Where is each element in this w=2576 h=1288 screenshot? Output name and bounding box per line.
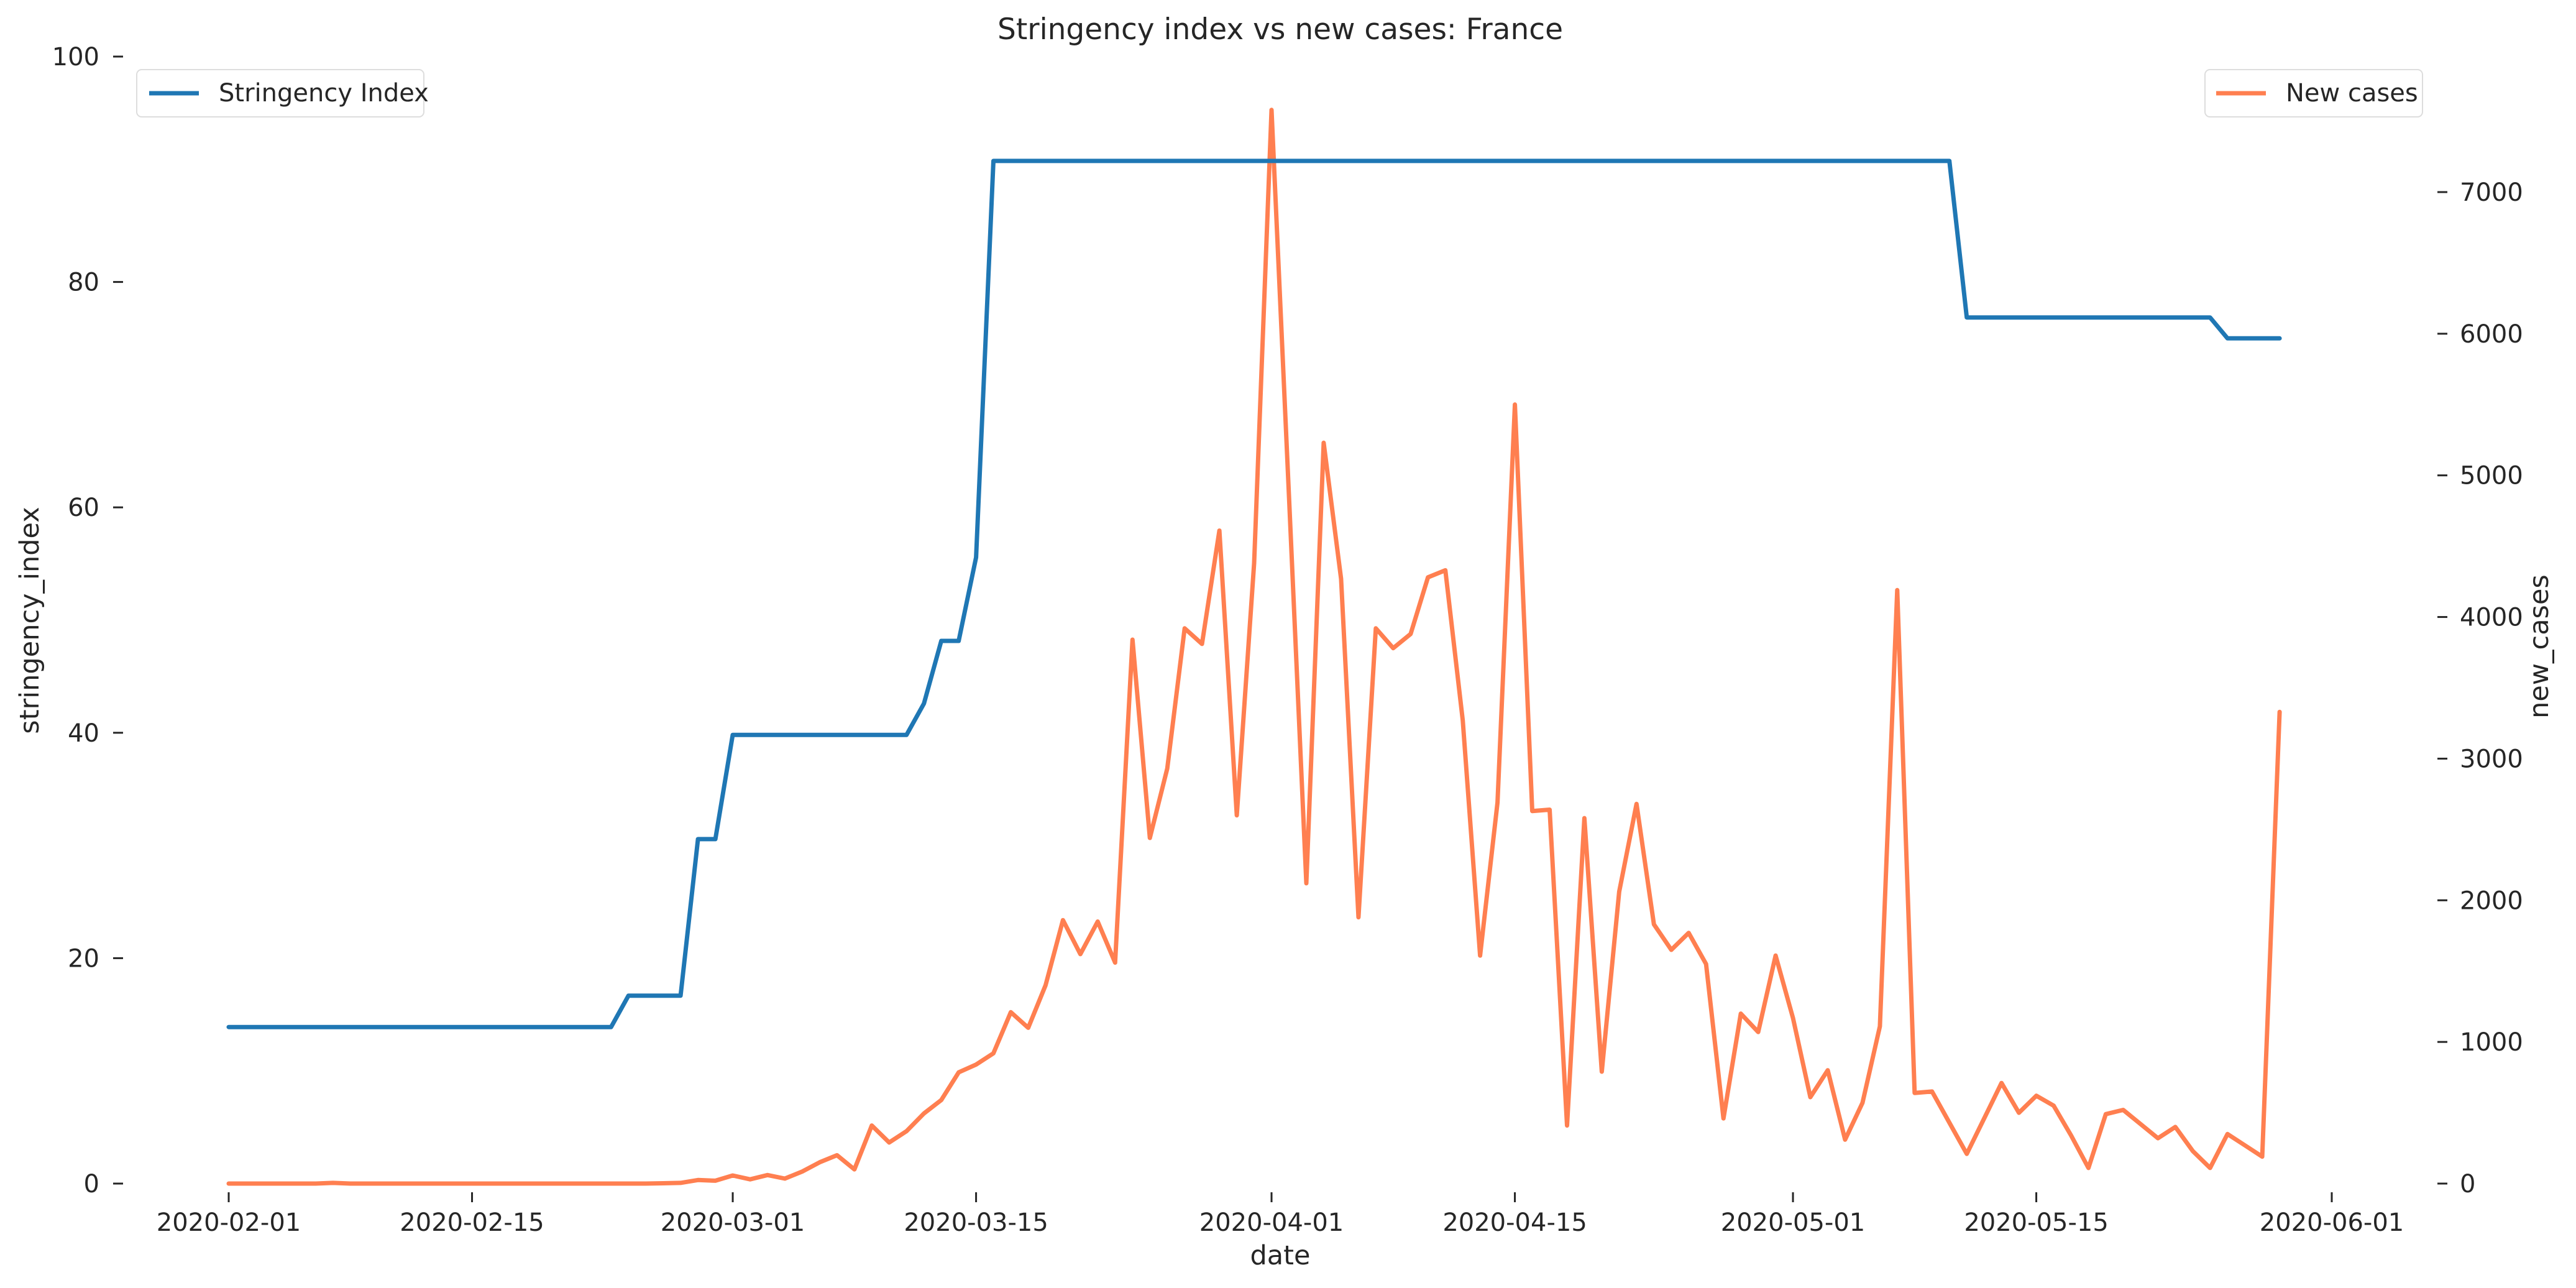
right-y-tick-label: 0	[2460, 1170, 2475, 1198]
left-y-tick-label: 80	[68, 269, 99, 297]
series-lines	[226, 108, 2282, 1186]
legend-box	[136, 69, 424, 117]
left-y-axis-label: stringency_index	[14, 507, 45, 734]
right-y-tick-label: 7000	[2460, 178, 2523, 207]
x-tick-label: 2020-06-01	[2260, 1208, 2404, 1237]
right-y-axis: 0 1000 2000 3000 4000 5000 6000 7000	[2437, 178, 2523, 1198]
right-y-tick-label: 6000	[2460, 320, 2523, 349]
x-tick-label: 2020-03-15	[904, 1208, 1048, 1237]
series-line-stringency-index	[226, 159, 2282, 1029]
x-axis-label: date	[1250, 1240, 1311, 1271]
right-y-tick-label: 4000	[2460, 604, 2523, 632]
chart-title: Stringency index vs new cases: France	[997, 12, 1563, 47]
legend-new-cases: New cases	[2204, 69, 2423, 117]
series-line-new-cases	[226, 108, 2282, 1186]
x-axis: 2020-02-01 2020-02-15 2020-03-01 2020-03-15…	[157, 1192, 2404, 1237]
legend-stringency: Stringency Index	[136, 69, 429, 117]
x-tick-label: 2020-05-01	[1721, 1208, 1865, 1237]
x-tick-label: 2020-05-15	[1964, 1208, 2108, 1237]
legend-label-stringency: Stringency Index	[219, 79, 429, 108]
right-y-tick-label: 5000	[2460, 462, 2523, 490]
left-y-tick-label: 60	[68, 494, 99, 522]
right-y-tick-label: 3000	[2460, 745, 2523, 773]
x-tick-label: 2020-02-01	[157, 1208, 301, 1237]
x-tick-label: 2020-04-01	[1199, 1208, 1344, 1237]
left-y-tick-label: 40	[68, 719, 99, 748]
legend-label-new-cases: New cases	[2286, 79, 2418, 108]
right-y-tick-label: 1000	[2460, 1028, 2523, 1057]
x-tick-label: 2020-02-15	[400, 1208, 544, 1237]
legend-box	[2204, 69, 2423, 117]
left-y-tick-label: 20	[68, 944, 99, 973]
x-tick-label: 2020-04-15	[1442, 1208, 1587, 1237]
left-y-tick-label: 100	[52, 43, 99, 71]
left-y-tick-label: 0	[84, 1170, 99, 1198]
left-y-axis: 0 20 40 60 80 100	[52, 43, 123, 1198]
right-y-axis-label: new_cases	[2524, 574, 2555, 719]
x-tick-label: 2020-03-01	[661, 1208, 805, 1237]
right-y-tick-label: 2000	[2460, 886, 2523, 915]
